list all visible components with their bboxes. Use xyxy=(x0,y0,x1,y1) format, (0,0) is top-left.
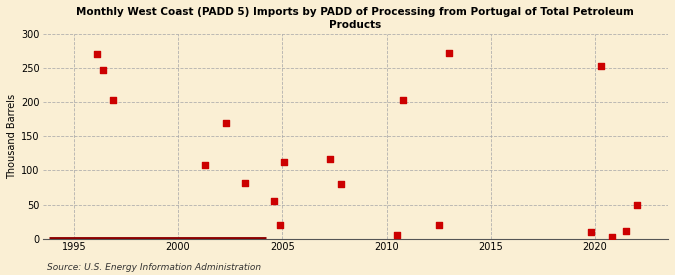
Point xyxy=(596,64,607,68)
Point xyxy=(200,163,211,167)
Point xyxy=(606,235,617,240)
Point xyxy=(335,182,346,186)
Point xyxy=(275,223,286,227)
Point xyxy=(269,199,279,204)
Point xyxy=(433,223,444,227)
Point xyxy=(108,98,119,102)
Point xyxy=(221,120,232,125)
Point xyxy=(98,68,109,72)
Point xyxy=(392,233,402,238)
Point xyxy=(325,157,335,162)
Title: Monthly West Coast (PADD 5) Imports by PADD of Processing from Portugal of Total: Monthly West Coast (PADD 5) Imports by P… xyxy=(76,7,634,30)
Point xyxy=(631,202,642,207)
Point xyxy=(91,52,102,56)
Y-axis label: Thousand Barrels: Thousand Barrels xyxy=(7,94,17,179)
Point xyxy=(621,228,632,233)
Point xyxy=(279,160,290,164)
Text: Source: U.S. Energy Information Administration: Source: U.S. Energy Information Administ… xyxy=(47,263,261,272)
Point xyxy=(240,180,250,185)
Point xyxy=(398,98,408,102)
Point xyxy=(443,51,454,55)
Point xyxy=(585,230,596,234)
